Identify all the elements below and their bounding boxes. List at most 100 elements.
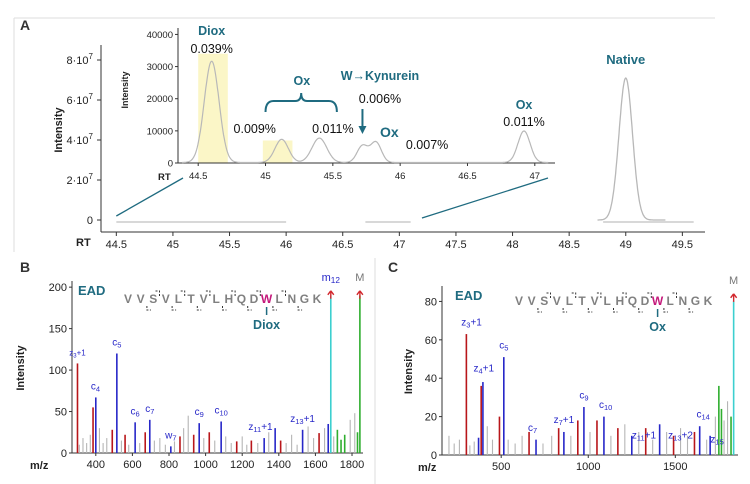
y-tick-label: 60	[425, 335, 437, 347]
x-tick-label: 400	[87, 459, 105, 471]
inset-y-tick-label: 30000	[147, 62, 173, 73]
sequence-residue: K	[313, 292, 322, 306]
x-tick-label: 1500	[663, 461, 687, 473]
ion-label: z15	[710, 434, 723, 446]
y-tick-label: 0	[61, 448, 67, 460]
inset-background	[178, 24, 555, 163]
cleavage-mark	[596, 292, 602, 299]
cleavage-mark	[546, 292, 551, 299]
cleavage-mark	[622, 292, 627, 299]
inset-y-tick-label: 10000	[147, 126, 173, 137]
label-kynurenine-pct: 0.006%	[359, 92, 401, 106]
ion-label: c7	[145, 404, 154, 416]
x-tick-label: 48.5	[558, 239, 579, 251]
cleavage-mark	[672, 292, 677, 299]
sequence-residue: V	[553, 294, 561, 308]
ion-label: z13+1	[290, 414, 315, 426]
cleavage-mark	[196, 306, 202, 311]
sequence-residue: G	[300, 292, 309, 306]
y-tick-label: 200	[49, 282, 67, 294]
sequence-residue: S	[149, 292, 157, 306]
inset-x-tick-label: 46.5	[458, 171, 477, 182]
x-tick-label: 49	[620, 239, 632, 251]
y-tick-label: 8·107	[67, 52, 94, 67]
label-ox-2: Ox	[380, 124, 399, 140]
native-peak-trace	[597, 77, 666, 221]
cleavage-mark	[171, 306, 177, 311]
ion-label: c10	[599, 400, 612, 412]
cleavage-mark	[663, 308, 668, 313]
panel-label-b: B	[20, 259, 30, 275]
ion-label: z3+1	[69, 348, 86, 359]
sequence-residue: K	[704, 294, 713, 308]
inset-y-tick-label: 40000	[147, 30, 173, 41]
y-tick-label: 150	[49, 324, 67, 336]
sequence-residue: W	[652, 294, 664, 308]
arrow-marker	[730, 293, 738, 302]
label-kynurenine: W→Kynurein	[341, 69, 419, 83]
zoom-connector-left	[115, 177, 184, 217]
sequence-residue: V	[200, 292, 208, 306]
cleavage-mark	[638, 308, 643, 313]
highlight-band	[198, 53, 228, 163]
sequence-residue: N	[678, 294, 687, 308]
mod-label: Diox	[253, 318, 280, 332]
y-tick-label: 20	[425, 412, 437, 424]
x-tick-label: 48	[506, 239, 518, 251]
label-ox-3-pct: 0.011%	[503, 115, 544, 129]
arrow-marker	[356, 290, 364, 299]
label-diox-pct: 0.039%	[190, 42, 232, 56]
y-tick-label: 4·107	[67, 132, 94, 147]
x-tick-label: 1800	[340, 459, 364, 471]
sequence-residue: S	[540, 294, 548, 308]
sequence-residue: V	[591, 294, 599, 308]
y-tick-label: 40	[425, 373, 437, 385]
sequence-residue: H	[615, 294, 624, 308]
x-tick-label: 49.5	[672, 239, 693, 251]
sequence-residue: L	[604, 294, 611, 308]
x-tick-label: 800	[160, 459, 178, 471]
cleavage-mark	[247, 306, 252, 311]
ion-label: z11+1	[632, 431, 657, 443]
x-tick-label: 1400	[267, 459, 291, 471]
x-tick-label: 47	[393, 239, 405, 251]
sequence-residue: T	[578, 294, 586, 308]
cleavage-mark	[688, 308, 694, 313]
ion-label: m12	[322, 272, 341, 285]
ion-label: c5	[112, 338, 121, 350]
inset-y-tick-label: 0	[168, 159, 173, 170]
arrow-marker	[327, 290, 335, 299]
ion-label: c4	[91, 381, 100, 393]
sequence-residue: V	[124, 292, 132, 306]
sequence-residue: T	[187, 292, 195, 306]
inset-trace	[182, 60, 549, 164]
sequence-residue: V	[515, 294, 523, 308]
cleavage-mark	[231, 290, 236, 297]
ion-label: z4+1	[473, 363, 494, 375]
x-tick-label: 47.5	[445, 239, 466, 251]
y-tick-label: 100	[49, 365, 67, 377]
x-tick-label: 46	[280, 239, 292, 251]
cleavage-mark	[281, 290, 286, 297]
ion-label: z13+2	[668, 431, 693, 443]
panel-label-a: A	[20, 17, 30, 33]
y-axis-title: Intensity	[53, 107, 65, 153]
label-ox-pct-1: 0.009%	[234, 122, 276, 136]
x-axis-title: m/z	[418, 462, 437, 474]
cleavage-mark	[562, 308, 568, 313]
ion-label: M	[355, 272, 364, 284]
ion-label: w7	[164, 430, 176, 442]
sequence-residue: D	[641, 294, 650, 308]
ion-label: c9	[195, 407, 204, 419]
cleavage-mark	[571, 292, 577, 299]
inset-x-tick-label: 45.5	[324, 171, 343, 182]
sequence-residue: W	[261, 292, 273, 306]
panel-label-c: C	[388, 259, 398, 275]
x-axis-title: m/z	[30, 460, 49, 472]
inset-x-tick-label: 47	[530, 171, 541, 182]
chromatogram-inset: 0 10000 20000 30000 40000 44.5 45 45.5 46 46.5 47 I…	[120, 24, 555, 183]
x-tick-label: 1600	[303, 459, 327, 471]
sequence-residue: L	[276, 292, 283, 306]
ion-label: c14	[697, 409, 710, 421]
